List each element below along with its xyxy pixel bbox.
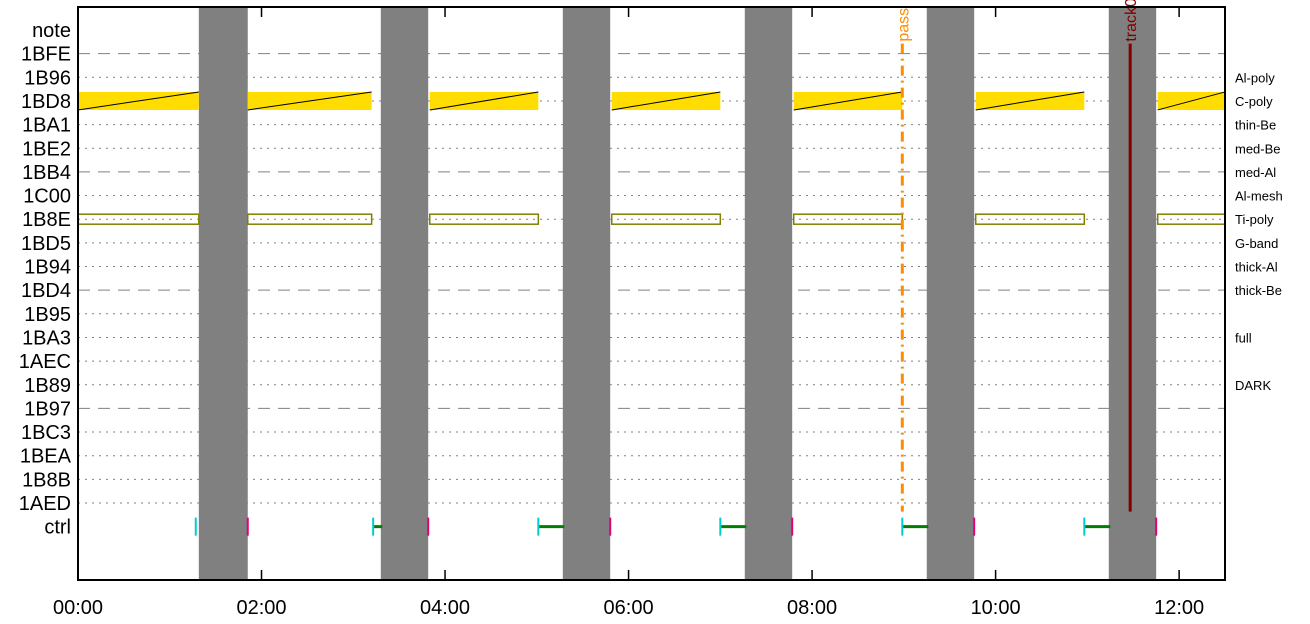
y-label-ctrl: ctrl <box>44 517 71 539</box>
y-label-1BB4: 1BB4 <box>22 162 71 184</box>
filled-bar-diagonal-1 <box>247 91 372 111</box>
y-label-1BD5: 1BD5 <box>21 233 71 255</box>
y-label-1B8E: 1B8E <box>22 209 71 231</box>
y-label-note: note <box>32 20 71 42</box>
gap-band-4 <box>926 7 975 580</box>
y-label-1BE2: 1BE2 <box>22 138 71 160</box>
outlined-bar-4 <box>792 213 904 225</box>
outlined-bar-3 <box>610 213 722 225</box>
x-axis-ticks: 00:00 02:00 04:00 06:00 08:00 10:00 12:00 <box>53 7 1204 619</box>
marker-label-pass: pass <box>895 8 912 42</box>
outlined-bar-5 <box>974 213 1086 225</box>
filled-bar-diagonal-5 <box>975 91 1085 111</box>
gap-band-3 <box>744 7 793 580</box>
right-label-1BB4: med-Al <box>1235 165 1276 180</box>
y-label-1C00: 1C00 <box>23 186 71 208</box>
y-label-1BA1: 1BA1 <box>22 115 71 137</box>
x-tick-label-2: 04:00 <box>420 597 470 619</box>
y-label-1B8B: 1B8B <box>22 469 71 491</box>
y-label-1BFE: 1BFE <box>21 44 71 66</box>
gap-band-0 <box>198 7 248 580</box>
x-tick-label-4: 08:00 <box>787 597 837 619</box>
filled-bar-diagonal-2 <box>429 91 539 111</box>
y-label-1BD8: 1BD8 <box>21 91 71 113</box>
x-tick-label-1: 02:00 <box>236 597 286 619</box>
y-label-1B89: 1B89 <box>24 375 71 397</box>
x-tick-label-0: 00:00 <box>53 597 103 619</box>
outlined-bar-1 <box>247 213 373 225</box>
row-gridlines <box>78 53 1225 504</box>
right-label-1B89: DARK <box>1235 378 1271 393</box>
marker-label-track0: track0 <box>1123 0 1140 42</box>
y-label-1B97: 1B97 <box>24 398 71 420</box>
right-labels: Al-poly C-poly thin-Be med-Be med-Al Al-mesh T… <box>1235 70 1283 392</box>
y-label-1B96: 1B96 <box>24 67 71 89</box>
y-label-1BA3: 1BA3 <box>22 327 71 349</box>
y-label-1AEC: 1AEC <box>19 351 71 373</box>
right-label-1B94: thick-Al <box>1235 260 1278 275</box>
gap-band-5 <box>1108 7 1157 580</box>
y-label-1AED: 1AED <box>19 493 71 515</box>
y-label-1BC3: 1BC3 <box>21 422 71 444</box>
right-label-1C00: Al-mesh <box>1235 189 1283 204</box>
gap-band-1 <box>380 7 429 580</box>
y-label-1BEA: 1BEA <box>20 446 72 468</box>
vertical-markers: pass track0 <box>895 0 1140 512</box>
ctrl-row-marks <box>194 517 1158 536</box>
y-label-1B95: 1B95 <box>24 304 71 326</box>
filled-bar-diagonal-0 <box>77 91 199 111</box>
right-label-1BD8: C-poly <box>1235 94 1273 109</box>
right-label-1B96: Al-poly <box>1235 70 1275 85</box>
right-label-1BA1: thin-Be <box>1235 118 1276 133</box>
outlined-bar-0 <box>77 213 200 225</box>
right-label-1BD5: G-band <box>1235 236 1278 251</box>
x-tick-label-3: 06:00 <box>604 597 654 619</box>
right-label-1BE2: med-Be <box>1235 141 1281 156</box>
gap-bands <box>198 7 1157 580</box>
y-axis-labels: note1BFE1B961BD81BA11BE21BB41C001B8E1BD5… <box>19 20 72 539</box>
interval-bars <box>77 91 1226 225</box>
plot-frame <box>77 6 1226 581</box>
x-tick-label-5: 10:00 <box>971 597 1021 619</box>
y-label-1BD4: 1BD4 <box>21 280 71 302</box>
y-label-1B94: 1B94 <box>24 257 71 279</box>
filled-bar-diagonal-6 <box>1157 91 1226 111</box>
gap-band-2 <box>562 7 611 580</box>
x-tick-label-6: 12:00 <box>1154 597 1204 619</box>
outlined-bar-2 <box>428 213 540 225</box>
filled-bar-diagonal-3 <box>611 91 721 111</box>
filled-bar-diagonal-4 <box>793 91 903 111</box>
right-label-1BA3: full <box>1235 330 1252 345</box>
right-label-1BD4: thick-Be <box>1235 283 1282 298</box>
right-label-1B8E: Ti-poly <box>1235 212 1274 227</box>
